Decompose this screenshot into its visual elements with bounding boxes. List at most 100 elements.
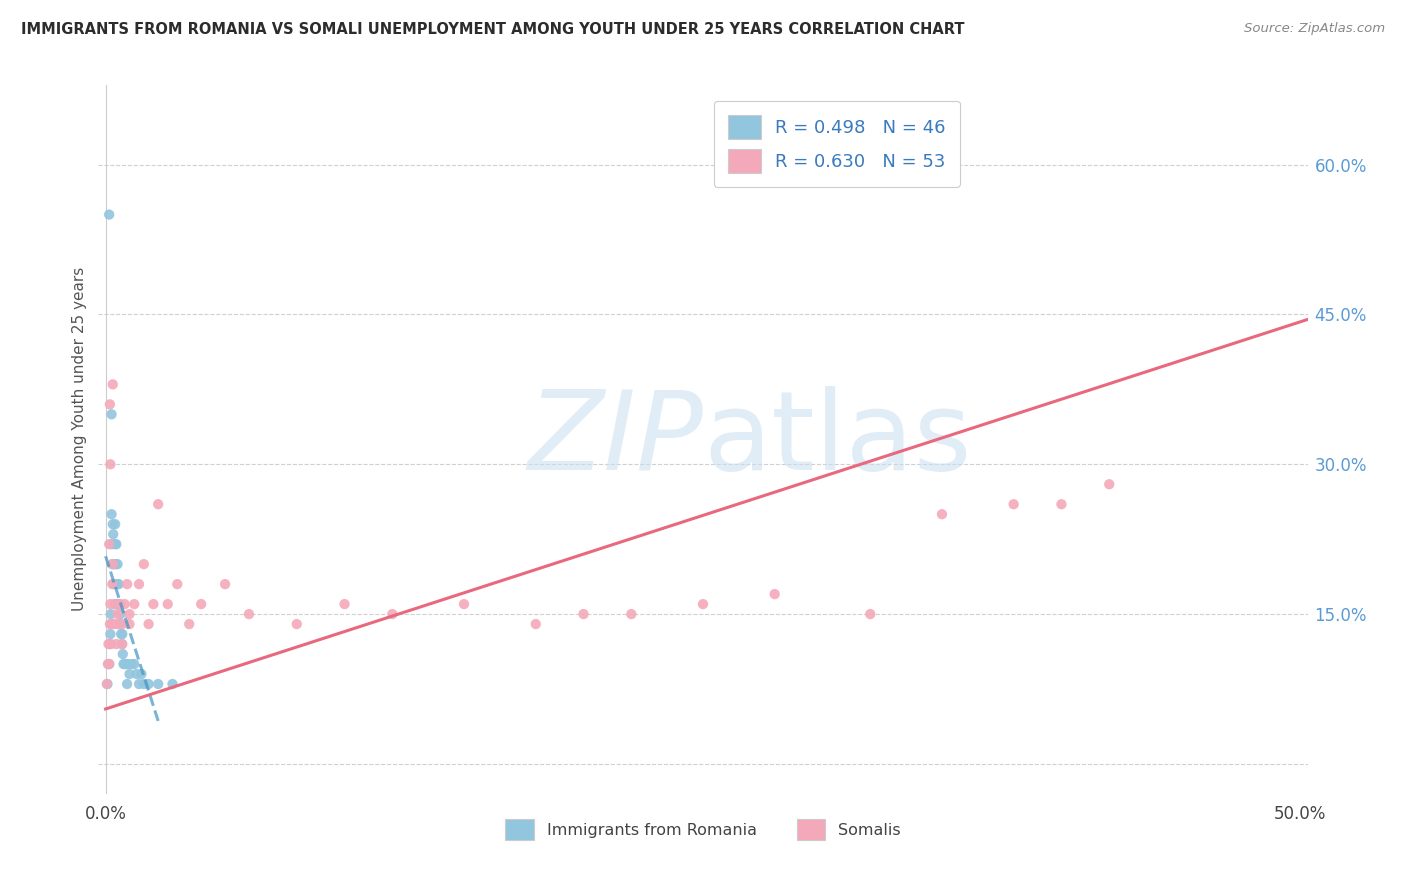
- Point: [101, 577, 124, 591]
- Point: [107, 617, 129, 632]
- Point: [107, 597, 129, 611]
- Point: [931, 158, 953, 172]
- Point: [111, 647, 134, 661]
- Point: [118, 667, 141, 681]
- Point: [620, 607, 643, 621]
- Point: [121, 657, 143, 671]
- Point: [112, 657, 135, 671]
- Point: [97, 657, 120, 671]
- Point: [115, 577, 138, 591]
- Point: [156, 597, 179, 611]
- Point: [107, 557, 129, 571]
- Point: [100, 617, 122, 632]
- Point: [98, 597, 121, 611]
- Point: [100, 607, 122, 621]
- Point: [108, 617, 131, 632]
- Point: [103, 577, 125, 591]
- Point: [98, 637, 121, 651]
- Point: [138, 617, 160, 632]
- Point: [114, 597, 136, 611]
- Point: [98, 627, 121, 641]
- Point: [214, 577, 236, 591]
- Point: [105, 637, 128, 651]
- Point: [128, 577, 150, 591]
- Point: [100, 637, 122, 651]
- Point: [101, 377, 124, 392]
- Text: Source: ZipAtlas.com: Source: ZipAtlas.com: [1244, 22, 1385, 36]
- Legend: Immigrants from Romania, Somalis: Immigrants from Romania, Somalis: [499, 813, 907, 847]
- Point: [333, 597, 356, 611]
- Point: [166, 577, 188, 591]
- Point: [110, 607, 132, 621]
- Point: [103, 617, 125, 632]
- Point: [132, 557, 155, 571]
- Point: [162, 677, 184, 691]
- Point: [122, 597, 145, 611]
- Point: [98, 208, 121, 222]
- Point: [98, 457, 121, 471]
- Point: [132, 677, 155, 691]
- Point: [98, 657, 121, 671]
- Point: [118, 617, 141, 632]
- Point: [179, 617, 201, 632]
- Point: [238, 607, 260, 621]
- Point: [104, 597, 127, 611]
- Point: [190, 597, 212, 611]
- Point: [931, 507, 953, 521]
- Point: [1002, 497, 1025, 511]
- Point: [107, 607, 129, 621]
- Point: [572, 607, 595, 621]
- Point: [100, 507, 122, 521]
- Point: [110, 627, 132, 641]
- Point: [108, 597, 131, 611]
- Text: ZIP: ZIP: [527, 386, 703, 492]
- Point: [125, 667, 148, 681]
- Point: [859, 607, 882, 621]
- Point: [146, 677, 169, 691]
- Point: [101, 517, 124, 532]
- Point: [104, 557, 127, 571]
- Point: [115, 677, 138, 691]
- Point: [692, 597, 714, 611]
- Point: [108, 597, 131, 611]
- Point: [98, 397, 121, 411]
- Point: [97, 657, 120, 671]
- Point: [96, 677, 118, 691]
- Point: [111, 627, 134, 641]
- Point: [97, 637, 120, 651]
- Point: [98, 617, 121, 632]
- Point: [105, 537, 128, 551]
- Point: [117, 657, 139, 671]
- Point: [138, 677, 160, 691]
- Point: [285, 617, 308, 632]
- Point: [111, 617, 134, 632]
- Point: [104, 517, 127, 532]
- Point: [98, 537, 121, 551]
- Point: [142, 597, 165, 611]
- Point: [128, 677, 150, 691]
- Point: [114, 657, 136, 671]
- Point: [101, 557, 124, 571]
- Point: [111, 637, 134, 651]
- Point: [115, 657, 138, 671]
- Point: [381, 607, 404, 621]
- Point: [104, 597, 127, 611]
- Point: [122, 657, 145, 671]
- Point: [107, 577, 129, 591]
- Point: [101, 557, 124, 571]
- Point: [453, 597, 475, 611]
- Point: [100, 408, 122, 422]
- Text: atlas: atlas: [703, 386, 972, 492]
- Point: [118, 607, 141, 621]
- Y-axis label: Unemployment Among Youth under 25 years: Unemployment Among Youth under 25 years: [72, 268, 87, 611]
- Point: [524, 617, 547, 632]
- Text: IMMIGRANTS FROM ROMANIA VS SOMALI UNEMPLOYMENT AMONG YOUTH UNDER 25 YEARS CORREL: IMMIGRANTS FROM ROMANIA VS SOMALI UNEMPL…: [21, 22, 965, 37]
- Point: [131, 667, 153, 681]
- Point: [100, 537, 122, 551]
- Point: [105, 577, 128, 591]
- Point: [763, 587, 786, 601]
- Point: [103, 527, 125, 541]
- Point: [103, 557, 125, 571]
- Point: [104, 537, 127, 551]
- Point: [111, 637, 134, 651]
